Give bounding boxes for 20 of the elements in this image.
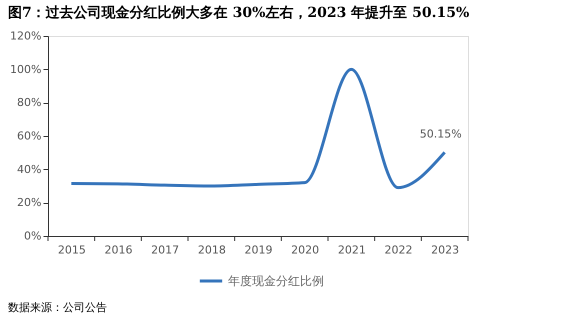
y-tick-label: 20%	[17, 196, 42, 210]
source-note: 数据来源：公司公告	[8, 301, 107, 314]
chart-title: 图7：过去公司现金分红比例大多在 30%左右，2023 年提升至 50.15%	[8, 4, 470, 21]
x-tick-label: 2016	[104, 244, 132, 256]
x-tick-label: 2023	[431, 244, 460, 256]
x-tick-label: 2015	[58, 244, 86, 256]
x-tick-label: 2020	[291, 244, 320, 256]
y-tick-label: 80%	[17, 96, 42, 110]
y-tick-label: 40%	[17, 162, 42, 176]
y-tick-label: 100%	[10, 62, 42, 76]
x-tick-label: 2022	[384, 244, 412, 256]
legend-label: 年度现金分红比例	[228, 274, 324, 288]
x-tick-label: 2018	[198, 244, 226, 256]
y-tick-label: 60%	[17, 130, 42, 142]
x-tick-label: 2021	[338, 244, 366, 256]
data-label: 50.15%	[420, 127, 462, 140]
x-tick-label: 2017	[151, 244, 180, 256]
y-tick-label: 120%	[10, 30, 42, 42]
y-tick-label: 0%	[24, 230, 42, 242]
x-tick-label: 2019	[244, 244, 272, 256]
